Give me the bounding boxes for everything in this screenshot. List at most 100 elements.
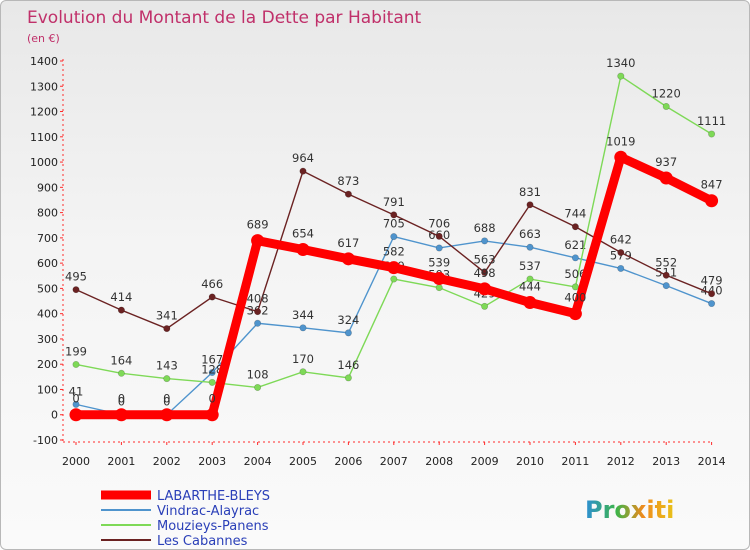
data-label: 495 (65, 270, 87, 284)
data-label: 1111 (697, 114, 726, 128)
data-point (435, 232, 443, 240)
data-label: 408 (247, 292, 269, 306)
data-label: 706 (428, 216, 450, 230)
legend-item: Mouzieys-Panens (101, 519, 269, 534)
data-label: 479 (701, 274, 723, 288)
x-tick-label: 2010 (516, 455, 544, 468)
x-tick-label: 2009 (471, 455, 499, 468)
data-label: 164 (110, 353, 132, 367)
legend-label: Mouzieys-Panens (157, 519, 269, 534)
data-label: 563 (474, 252, 496, 266)
x-tick-label: 2005 (289, 455, 317, 468)
series-les-cabannes: 495 414 341 466 408 964 873 791 706 563 831 744 642 5… (65, 151, 723, 333)
data-label: 744 (564, 207, 586, 221)
data-label: 705 (383, 217, 405, 231)
y-tick-label: 400 (37, 308, 58, 321)
data-label: 791 (383, 195, 405, 209)
data-label: 582 (383, 245, 405, 259)
data-point (387, 261, 401, 275)
data-label: 654 (292, 226, 314, 240)
data-point (705, 194, 719, 208)
x-tick-label: 2008 (425, 455, 453, 468)
data-point (344, 190, 352, 198)
data-label: 506 (564, 267, 586, 281)
data-label: 688 (474, 221, 496, 235)
legend-item: LABARTHE-BLEYS (101, 489, 270, 504)
legend-label: Les Cabannes (157, 534, 248, 549)
data-point (344, 374, 352, 382)
data-label: 1019 (606, 134, 635, 148)
y-tick-label: 1200 (30, 106, 58, 119)
data-point (432, 272, 446, 286)
legend: LABARTHE-BLEYSVindrac-AlayracMouzieys-Pa… (101, 489, 270, 549)
data-point (69, 408, 83, 422)
data-label: 873 (337, 174, 359, 188)
y-tick-label: 1000 (30, 156, 58, 169)
data-point (208, 378, 216, 386)
data-label: 41 (69, 384, 84, 398)
data-point (72, 286, 80, 294)
x-tick-label: 2006 (334, 455, 362, 468)
y-tick-label: 200 (37, 358, 58, 371)
y-tick-label: 900 (37, 181, 58, 194)
data-label: 831 (519, 185, 541, 199)
data-label: 964 (292, 151, 314, 165)
legend-item: Les Cabannes (101, 534, 248, 549)
data-label: 498 (474, 266, 496, 280)
y-tick-label: -100 (33, 434, 58, 447)
data-label: 0 (72, 392, 79, 406)
data-label: 0 (118, 392, 125, 406)
x-tick-label: 2011 (561, 455, 589, 468)
data-point (344, 329, 352, 337)
data-point (208, 293, 216, 301)
x-tick-label: 2000 (62, 455, 90, 468)
y-tick-label: 800 (37, 207, 58, 220)
legend-label: Vindrac-Alayrac (157, 504, 259, 519)
data-label: 199 (65, 344, 87, 358)
data-point (614, 150, 628, 164)
y-tick-label: 500 (37, 282, 58, 295)
data-point (254, 383, 262, 391)
data-point (72, 400, 80, 408)
data-point (481, 268, 489, 276)
data-label: 539 (428, 256, 450, 270)
data-label: 0 (209, 392, 216, 406)
data-point (481, 302, 489, 310)
series-vindrac-alayrac: 4100167362344324705660688663621579511440 (69, 217, 723, 419)
data-point (662, 271, 670, 279)
data-label: 128 (201, 362, 223, 376)
data-point (163, 375, 171, 383)
data-label: 1220 (652, 86, 681, 100)
data-label: 444 (519, 280, 541, 294)
data-point (390, 211, 398, 219)
y-tick-label: 1400 (30, 55, 58, 68)
y-tick-label: 0 (51, 409, 58, 422)
data-point (617, 249, 625, 257)
data-point (160, 408, 174, 422)
data-point (523, 296, 537, 310)
data-point (299, 324, 307, 332)
chart-title: Evolution du Montant de la Dette par Hab… (27, 8, 422, 28)
data-point (163, 325, 171, 333)
x-tick-label: 2014 (698, 455, 726, 468)
data-point (617, 72, 625, 80)
x-tick-label: 2003 (198, 455, 226, 468)
data-label: 143 (156, 359, 178, 373)
data-point (341, 252, 355, 266)
series-layer: 4100167362344324705660688663621579511440… (65, 56, 726, 422)
data-point (72, 360, 80, 368)
data-label: 689 (247, 218, 269, 232)
data-label: 1340 (606, 56, 635, 70)
data-label: 108 (247, 367, 269, 381)
data-point (114, 408, 128, 422)
data-point (117, 369, 125, 377)
data-point (708, 300, 716, 308)
x-tick-label: 2004 (244, 455, 272, 468)
x-tick-label: 2013 (652, 455, 680, 468)
data-label: 341 (156, 309, 178, 323)
legend-label: LABARTHE-BLEYS (157, 489, 270, 504)
data-label: 617 (337, 236, 359, 250)
data-label: 0 (118, 395, 125, 409)
data-label: 414 (110, 290, 132, 304)
